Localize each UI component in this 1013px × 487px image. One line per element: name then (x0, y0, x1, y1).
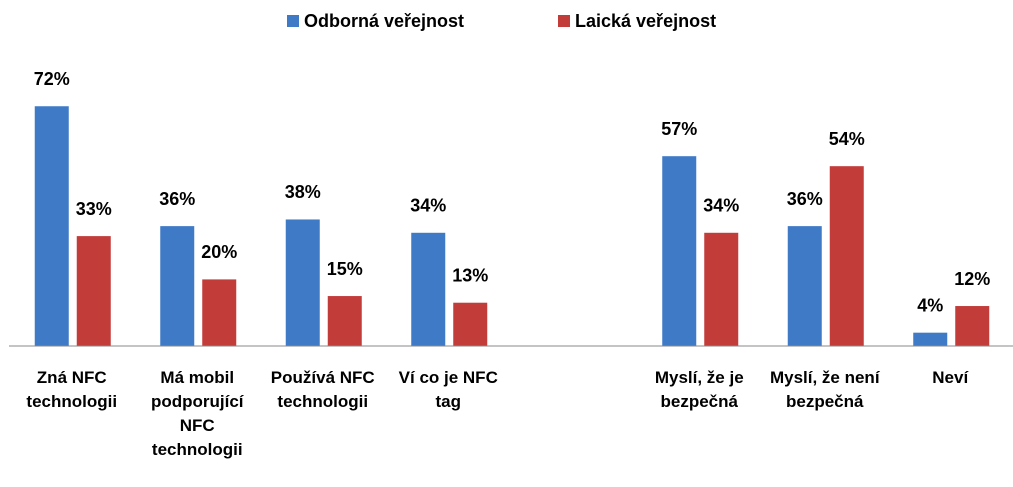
bar (285, 219, 320, 346)
legend-label: Odborná veřejnost (304, 11, 464, 31)
value-label: 57% (661, 119, 697, 139)
value-label: 12% (954, 269, 990, 289)
x-tick-label: Myslí, že není bezpečná (769, 368, 880, 411)
value-label: 34% (703, 196, 739, 216)
value-label: 15% (327, 259, 363, 279)
value-label: 13% (452, 265, 488, 285)
bar (327, 296, 362, 346)
bar (76, 236, 111, 346)
bar (955, 306, 990, 346)
bar (202, 279, 237, 346)
bar (411, 232, 446, 346)
bar (662, 156, 697, 346)
value-label: 36% (159, 189, 195, 209)
bar (787, 226, 822, 346)
value-label: 72% (34, 69, 70, 89)
bar (829, 166, 864, 346)
bar (34, 106, 69, 347)
bar (160, 226, 195, 346)
x-tick-label: Má mobil podporující NFC technologii (150, 368, 244, 459)
x-tick-label: Myslí, že je bezpečná (654, 368, 744, 411)
bar (453, 302, 488, 346)
legend-swatch (558, 15, 570, 27)
value-label: 38% (285, 182, 321, 202)
value-label: 4% (917, 295, 943, 315)
legend-label: Laická veřejnost (575, 11, 716, 31)
value-label: 54% (829, 129, 865, 149)
value-label: 36% (787, 189, 823, 209)
x-tick-label: Používá NFC technologii (270, 368, 375, 411)
value-label: 20% (201, 242, 237, 262)
bar (704, 232, 739, 346)
x-tick-label: Neví (932, 368, 969, 387)
legend-swatch (287, 15, 299, 27)
value-label: 33% (76, 199, 112, 219)
x-tick-label: Ví co je NFC tag (398, 368, 498, 411)
x-tick-label: Zná NFC technologii (26, 368, 118, 411)
bar (913, 332, 948, 346)
value-label: 34% (410, 196, 446, 216)
